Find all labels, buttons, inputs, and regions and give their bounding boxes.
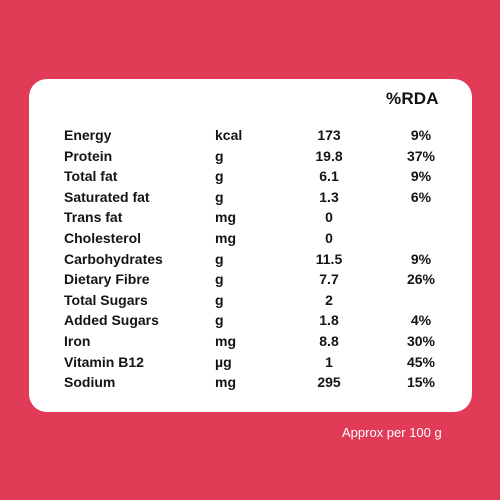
nutrient-unit: g (215, 271, 224, 288)
nutrient-row-total-sugars: Total Sugars g 2 (29, 290, 472, 311)
nutrient-rda: 9% (410, 168, 432, 185)
nutrition-table: Energy kcal 173 9% Protein g 19.8 37% To… (29, 125, 472, 393)
nutrient-name: Added Sugars (64, 312, 159, 329)
nutrient-amount: 8.8 (319, 332, 339, 349)
nutrient-row-added-sugars: Added Sugars g 1.8 4% (29, 310, 472, 331)
nutrient-unit: g (215, 250, 224, 267)
nutrient-row-carbohydrates: Carbohydrates g 11.5 9% (29, 249, 472, 270)
nutrient-row-cholesterol: Cholesterol mg 0 (29, 228, 472, 249)
nutrient-row-dietary-fibre: Dietary Fibre g 7.7 26% (29, 269, 472, 290)
nutrient-unit: mg (215, 374, 236, 391)
nutrient-amount: 7.7 (319, 271, 339, 288)
nutrient-name: Vitamin B12 (64, 353, 144, 370)
nutrient-name: Total Sugars (64, 291, 148, 308)
nutrient-rda: 45% (406, 353, 436, 370)
nutrient-amount: 1.8 (319, 312, 339, 329)
rda-column-header: %RDA (386, 89, 439, 108)
nutrient-amount: 6.1 (319, 168, 339, 185)
nutrient-name: Protein (64, 147, 113, 164)
nutrient-amount: 1.3 (319, 188, 339, 205)
nutrient-name: Saturated fat (64, 188, 150, 205)
nutrient-amount: 1 (325, 353, 333, 370)
nutrient-row-saturated-fat: Saturated fat g 1.3 6% (29, 187, 472, 208)
nutrient-amount: 173 (317, 127, 341, 143)
nutrient-unit: mg (215, 332, 236, 349)
nutrient-amount: 0 (325, 229, 333, 246)
nutrient-row-iron: Iron mg 8.8 30% (29, 331, 472, 352)
nutrient-unit: g (215, 147, 224, 164)
nutrient-unit: mg (215, 229, 236, 246)
nutrient-rda: 9% (410, 127, 432, 143)
nutrient-name: Dietary Fibre (64, 271, 150, 288)
nutrient-name: Sodium (64, 374, 116, 391)
nutrient-unit: g (215, 168, 224, 185)
nutrient-amount: 0 (325, 209, 333, 226)
nutrient-rda: 15% (406, 374, 436, 391)
nutrient-amount: 19.8 (315, 147, 343, 164)
nutrient-unit: µg (215, 353, 232, 370)
nutrient-amount: 295 (317, 374, 341, 391)
nutrient-name: Energy (64, 127, 112, 143)
nutrient-rda: 37% (406, 147, 436, 164)
nutrient-unit: g (215, 312, 224, 329)
nutrient-row-sodium: Sodium mg 295 15% (29, 372, 472, 393)
nutrient-name: Trans fat (64, 209, 123, 226)
nutrient-amount: 2 (325, 291, 333, 308)
nutrient-name: Carbohydrates (64, 250, 163, 267)
nutrient-name: Cholesterol (64, 229, 142, 246)
nutrient-row-total-fat: Total fat g 6.1 9% (29, 166, 472, 187)
nutrient-unit: mg (215, 209, 236, 226)
nutrient-rda: 26% (406, 271, 436, 288)
nutrient-name: Total fat (64, 168, 118, 185)
nutrient-unit: g (215, 188, 224, 205)
nutrient-amount: 11.5 (315, 250, 343, 267)
nutrient-rda: 9% (410, 250, 432, 267)
nutrient-rda: 30% (406, 332, 436, 349)
nutrient-row-protein: Protein g 19.8 37% (29, 146, 472, 167)
nutrient-row-vitamin-b12: Vitamin B12 µg 1 45% (29, 352, 472, 373)
nutrient-row-energy: Energy kcal 173 9% (29, 125, 472, 146)
nutrition-card: %RDA Energy kcal 173 9% Protein g 19.8 3… (29, 79, 472, 412)
nutrient-row-trans-fat: Trans fat mg 0 (29, 207, 472, 228)
nutrient-unit: kcal (215, 127, 243, 143)
nutrient-rda: 6% (410, 188, 432, 205)
nutrient-name: Iron (64, 332, 91, 349)
nutrient-rda: 4% (410, 312, 432, 329)
nutrient-unit: g (215, 291, 224, 308)
serving-footnote: Approx per 100 g (342, 425, 442, 440)
